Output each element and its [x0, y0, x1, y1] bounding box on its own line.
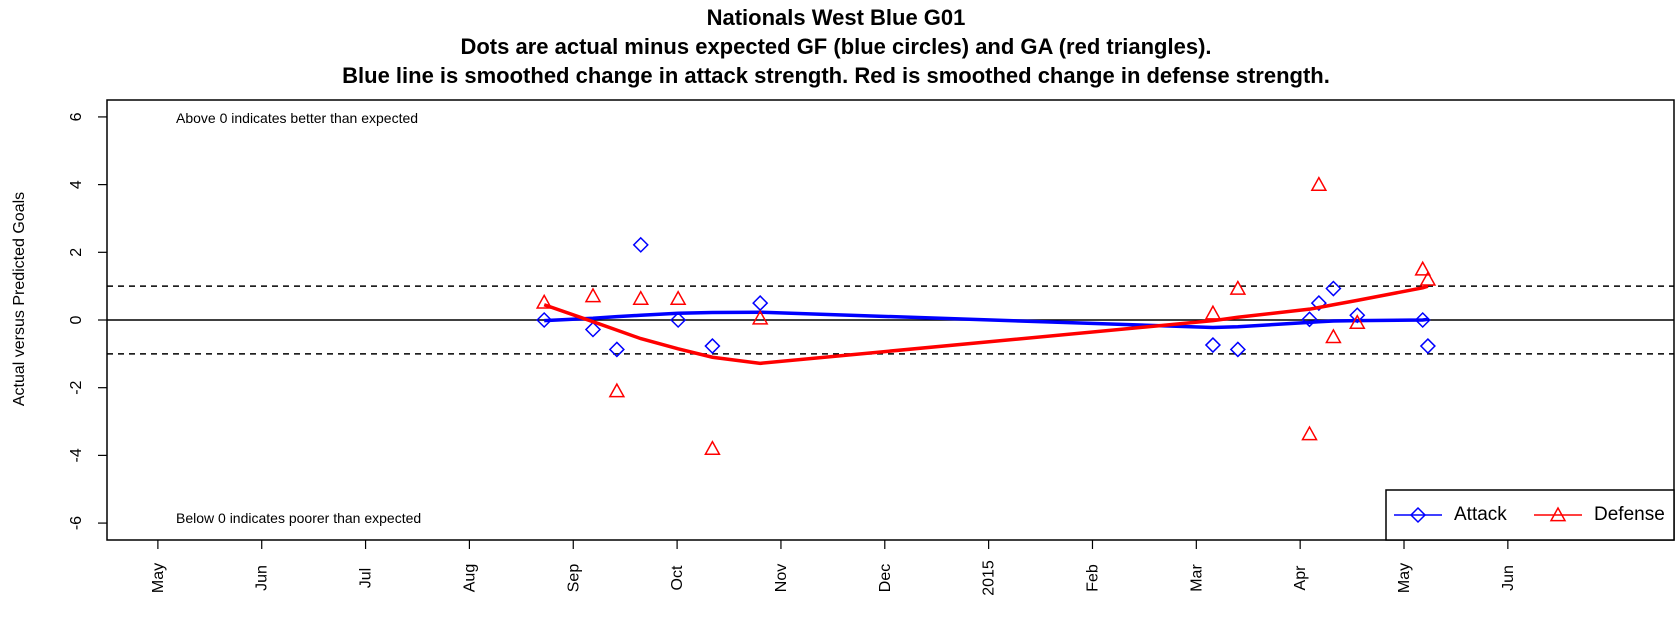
- x-tick-label: Apr: [1292, 565, 1309, 591]
- point: [670, 311, 687, 329]
- point: [1414, 260, 1431, 276]
- point: [752, 295, 769, 312]
- point: [751, 309, 769, 325]
- point: [1301, 425, 1318, 441]
- y-tick-label: 6: [68, 112, 85, 121]
- x-tick-label: 2015: [981, 560, 998, 596]
- x-tick-label: Feb: [1084, 564, 1101, 592]
- point: [608, 341, 625, 358]
- chart-title: Nationals West Blue G01: [707, 5, 966, 30]
- y-tick-label: 0: [68, 315, 85, 324]
- point: [536, 311, 553, 329]
- x-tick-label: May: [1396, 563, 1413, 593]
- point: [669, 290, 687, 306]
- point: [1325, 328, 1342, 344]
- point: [1229, 341, 1246, 358]
- y-axis-label: Actual versus Predicted Goals: [11, 192, 28, 406]
- point: [1204, 304, 1222, 320]
- y-tick-label: -4: [68, 448, 85, 462]
- point: [1419, 270, 1437, 286]
- chart-subtitle: Dots are actual minus expected GF (blue …: [460, 34, 1211, 59]
- point: [1310, 295, 1327, 312]
- point: [1325, 280, 1342, 297]
- point: [704, 440, 721, 455]
- chart-subtitle: Blue line is smoothed change in attack s…: [342, 63, 1330, 88]
- point: [1229, 279, 1247, 295]
- x-tick-label: Oct: [669, 565, 686, 590]
- legend-label: Attack: [1454, 504, 1507, 525]
- point: [1349, 314, 1366, 330]
- x-tick-label: Aug: [461, 564, 478, 592]
- legend-marker: [1409, 506, 1427, 524]
- x-tick-label: May: [150, 563, 167, 593]
- point: [632, 236, 649, 253]
- x-tick-label: Jun: [254, 565, 271, 591]
- point: [1310, 176, 1328, 191]
- y-tick-label: 2: [68, 248, 85, 257]
- y-tick-label: -6: [68, 516, 85, 530]
- point: [632, 290, 650, 306]
- point: [1301, 311, 1318, 328]
- x-tick-label: Sep: [565, 564, 582, 593]
- x-tick-label: Nov: [773, 564, 790, 592]
- legend-marker: [1549, 506, 1567, 522]
- y-tick-label: -2: [68, 380, 85, 394]
- x-tick-label: Jul: [358, 568, 375, 588]
- point: [584, 287, 602, 303]
- point: [584, 321, 602, 338]
- point: [535, 293, 553, 309]
- annotation: Above 0 indicates better than expected: [176, 110, 418, 126]
- point: [1414, 311, 1431, 329]
- y-tick-label: 4: [68, 180, 85, 189]
- smooth-line: [543, 284, 1429, 366]
- point: [1204, 336, 1221, 354]
- point: [1349, 307, 1366, 324]
- point: [608, 382, 626, 398]
- legend-label: Defense: [1594, 504, 1665, 525]
- annotation: Below 0 indicates poorer than expected: [176, 510, 421, 526]
- smooth-line: [544, 310, 1429, 330]
- x-tick-label: Dec: [877, 564, 894, 592]
- point: [1419, 338, 1436, 355]
- x-tick-label: Mar: [1188, 564, 1205, 592]
- x-tick-label: Jun: [1500, 565, 1517, 591]
- point: [704, 338, 721, 355]
